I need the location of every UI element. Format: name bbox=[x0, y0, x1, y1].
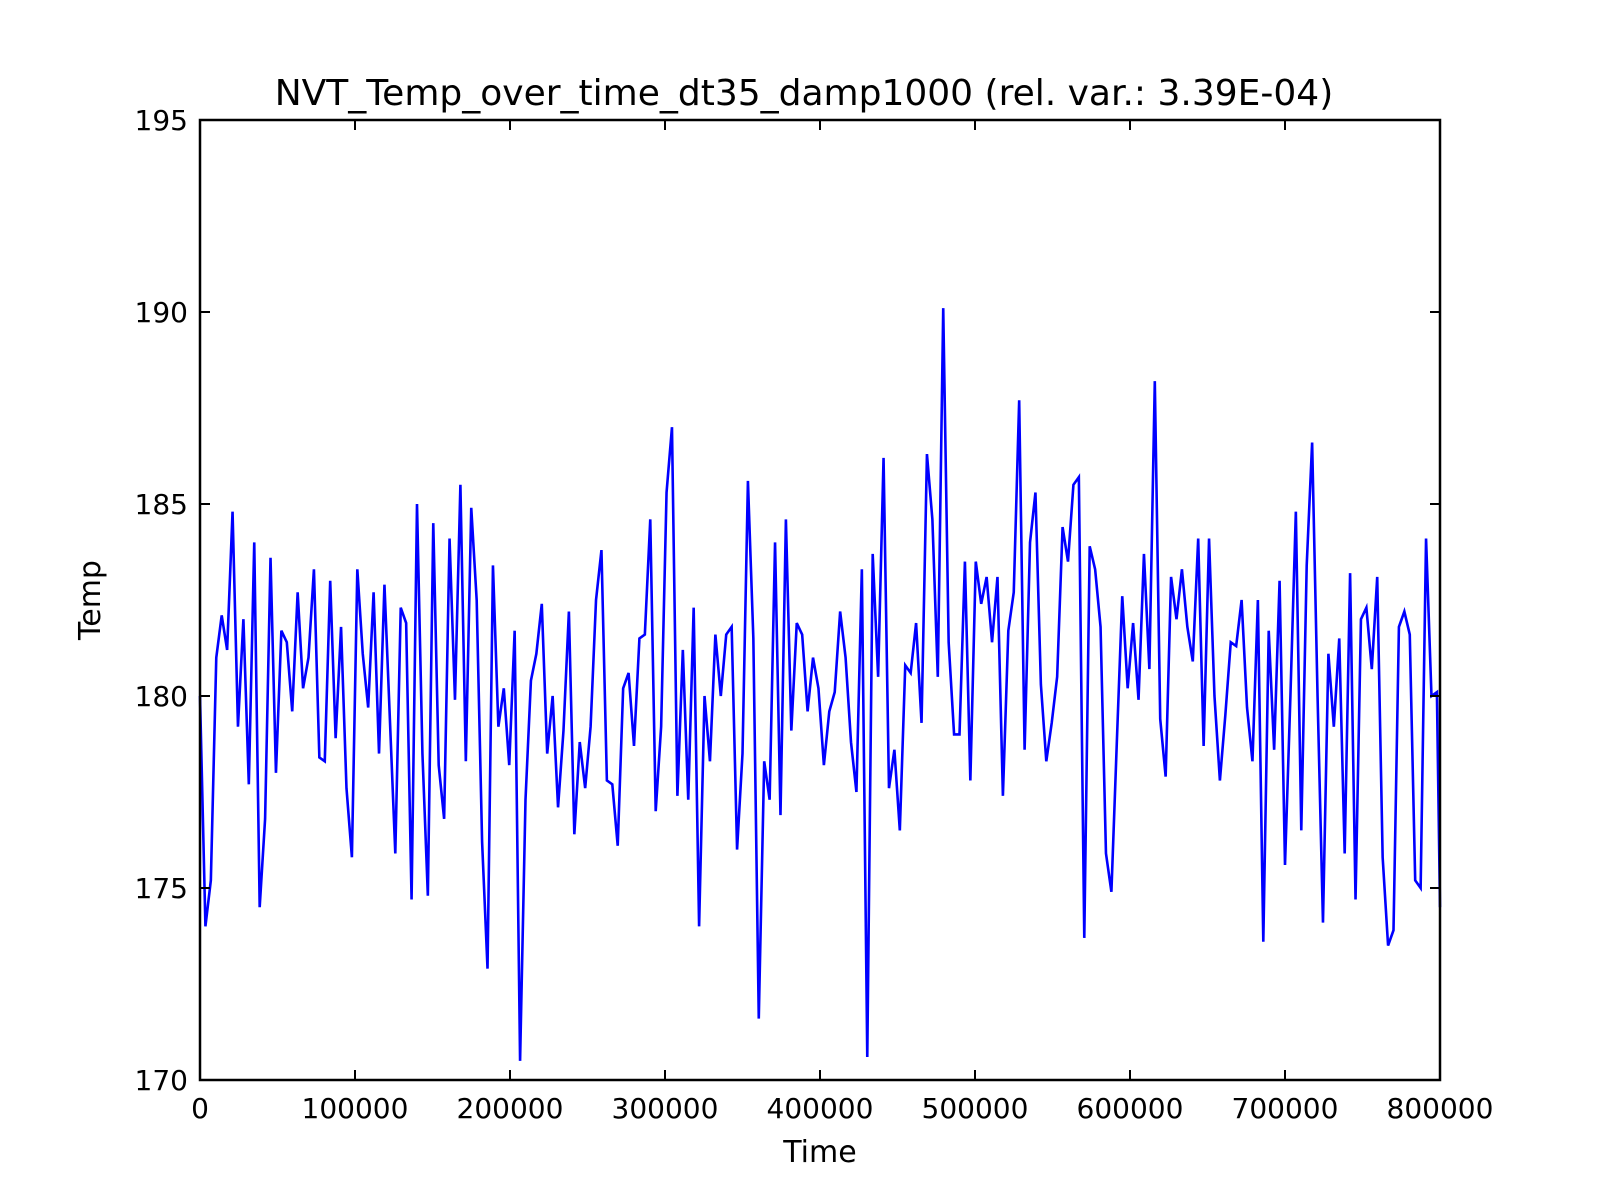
x-axis-label: Time bbox=[782, 1135, 856, 1170]
x-tick-label: 700000 bbox=[1232, 1092, 1339, 1125]
x-tick-label: 800000 bbox=[1387, 1092, 1494, 1125]
x-tick-label: 300000 bbox=[612, 1092, 719, 1125]
x-tick-label: 600000 bbox=[1077, 1092, 1184, 1125]
y-tick-label: 175 bbox=[135, 872, 188, 905]
y-tick-label: 180 bbox=[135, 680, 188, 713]
y-tick-label: 170 bbox=[135, 1064, 188, 1097]
y-tick-label: 185 bbox=[135, 488, 188, 521]
x-tick-label: 500000 bbox=[922, 1092, 1029, 1125]
y-axis: 170 175 180 185 190 195 bbox=[135, 104, 1440, 1097]
y-axis-label: Temp bbox=[73, 560, 108, 641]
x-tick-label: 0 bbox=[191, 1092, 209, 1125]
y-tick-label: 190 bbox=[135, 296, 188, 329]
x-axis: 0 100000 200000 300000 400000 500000 600000 700… bbox=[191, 120, 1493, 1125]
x-tick-label: 100000 bbox=[302, 1092, 409, 1125]
x-tick-label: 400000 bbox=[767, 1092, 874, 1125]
x-tick-label: 200000 bbox=[457, 1092, 564, 1125]
chart-title: NVT_Temp_over_time_dt35_damp1000 (rel. v… bbox=[275, 73, 1333, 114]
temp-series-line bbox=[198, 308, 1442, 1061]
y-tick-label: 195 bbox=[135, 104, 188, 137]
